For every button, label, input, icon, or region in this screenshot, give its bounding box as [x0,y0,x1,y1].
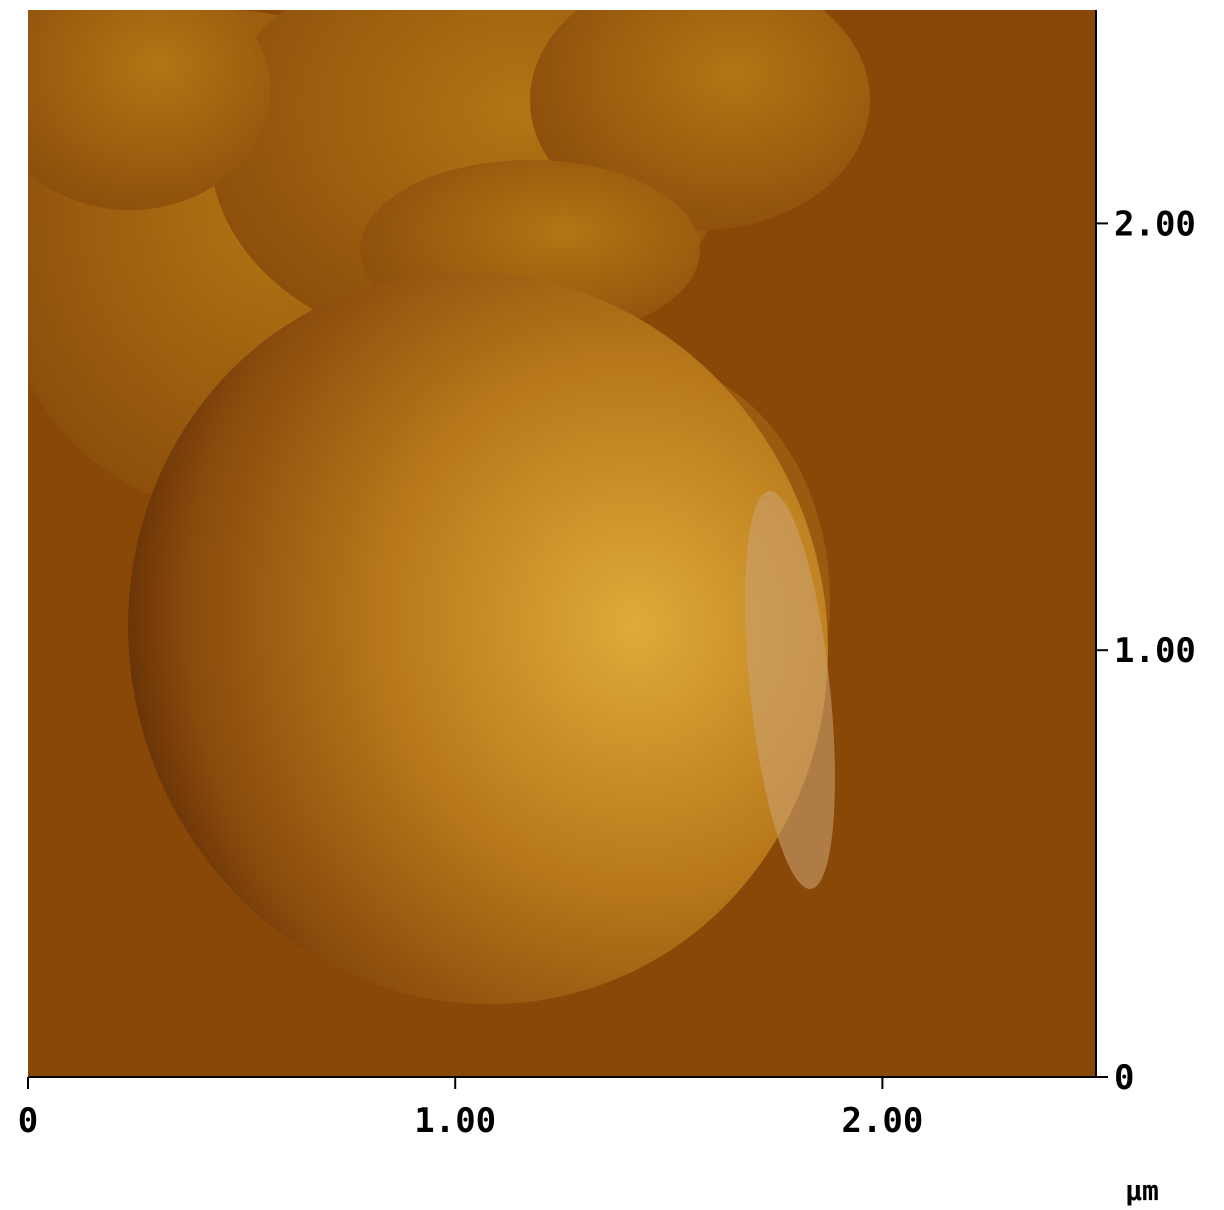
y-tick-label: 0 [1114,1058,1134,1098]
x-tick-label: 2.00 [841,1101,923,1141]
afm-figure: 0 1.00 2.00 0 1.00 2.00 µm [0,0,1224,1210]
afm-image [0,0,1096,1096]
y-tick-label: 1.00 [1114,631,1196,671]
y-tick-label: 2.00 [1114,204,1196,244]
x-axis-unit: µm [1125,1174,1159,1207]
x-tick-label: 0 [18,1101,38,1141]
x-tick-label: 1.00 [414,1101,496,1141]
